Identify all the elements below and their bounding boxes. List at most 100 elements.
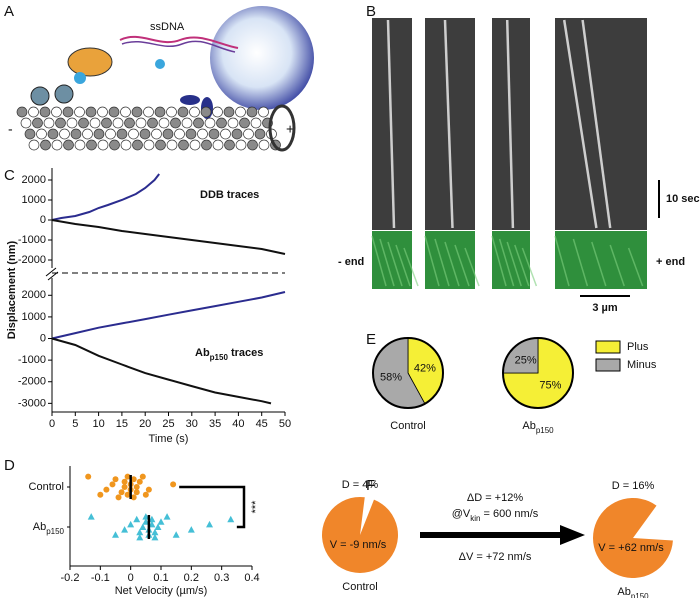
kymo-streak [454, 244, 470, 287]
arrow-label-part: kin [470, 514, 480, 523]
axis-break-mark [45, 267, 59, 281]
kymo-streak [464, 247, 480, 287]
motor-part [74, 72, 86, 84]
tubulin [124, 117, 135, 129]
x-tick-label: 5 [72, 418, 78, 430]
tubulin [109, 139, 120, 151]
tubulin [243, 128, 254, 140]
arrow-label-part: ΔV = +72 nm/s [459, 551, 532, 563]
y-tick-label: -3000 [18, 397, 46, 409]
tubulin [250, 117, 262, 129]
x-tick-label: 50 [279, 418, 291, 430]
tubulin [86, 139, 97, 151]
y-tick-label: 0 [40, 214, 46, 226]
x-tick-label: 25 [162, 418, 174, 430]
trace [51, 173, 160, 221]
point [151, 528, 159, 536]
motor [67, 47, 113, 77]
significance-bracket [179, 485, 246, 529]
arrow-label: ΔD = +12% [467, 492, 523, 504]
y-tick-label: 1000 [22, 194, 46, 206]
trace [51, 219, 286, 255]
pie-label-part: p150 [631, 592, 649, 598]
panel-label: D [4, 457, 15, 474]
kymo-streak [521, 247, 538, 287]
kymographs [371, 18, 647, 289]
pie-label: Abp150 [522, 420, 554, 435]
y-axis-label: Displacement (nm) [6, 240, 18, 339]
pie-body [322, 497, 399, 573]
pie-outline [502, 337, 574, 409]
point [112, 476, 119, 483]
tubulin [28, 106, 39, 118]
point [145, 486, 152, 493]
legend-swatch [595, 340, 621, 354]
point [121, 478, 128, 485]
dna [121, 40, 236, 53]
point [157, 518, 165, 525]
tubulin [128, 128, 139, 140]
trace [51, 291, 286, 340]
y-tick-label: -2000 [18, 254, 46, 266]
arrow-label-part: = 600 nm/s [480, 508, 538, 520]
tubulin [166, 139, 178, 151]
point [115, 494, 122, 501]
x-tick-label: 15 [116, 418, 128, 430]
motor-head [30, 86, 50, 106]
tubulin [239, 117, 250, 129]
point [121, 484, 128, 490]
x-tick-label: 0 [49, 418, 55, 430]
tubulin [235, 139, 247, 151]
tubulin [51, 106, 62, 118]
x-tick-label: 0.4 [244, 572, 259, 584]
tubulin [16, 106, 28, 118]
tubulin [43, 117, 55, 129]
tubulin [178, 139, 189, 151]
tubulin [85, 106, 97, 118]
point [148, 515, 156, 523]
pie-label-part: p150 [536, 426, 554, 435]
point [112, 531, 119, 538]
tubulin [120, 139, 132, 151]
category-text: Ab [33, 521, 46, 533]
point [103, 486, 110, 493]
trace-label: Abp150 traces [195, 347, 263, 362]
legend-label: Plus [627, 341, 649, 353]
kymo-track [562, 19, 598, 229]
kymo-streak [506, 241, 522, 287]
end-label: + end [656, 256, 685, 268]
point [85, 473, 92, 480]
tubulin [155, 139, 166, 151]
pie-outline [372, 337, 444, 409]
tubulin [254, 128, 266, 140]
point [142, 518, 150, 525]
point [87, 513, 95, 520]
tubulin [97, 139, 109, 151]
tubulin [55, 117, 66, 129]
point [148, 520, 156, 528]
x-tick-label: 0 [128, 572, 134, 584]
tubulin [66, 117, 78, 129]
tubulin [212, 106, 223, 118]
x-tick-label: 35 [209, 418, 221, 430]
tubulin [216, 117, 227, 129]
point [151, 533, 159, 541]
tubulin [170, 117, 181, 129]
tubulin [112, 117, 124, 129]
panel-label: F [366, 477, 375, 494]
trace-label-part: p150 [210, 353, 229, 362]
x-axis-label: Net Velocity (µm/s) [115, 585, 208, 597]
tubulin [108, 106, 120, 118]
tubulin [177, 106, 189, 118]
point [163, 513, 171, 520]
tubulin [40, 139, 51, 151]
tubulin [201, 139, 212, 151]
tubulin [32, 117, 43, 129]
y-tick-label: -1000 [18, 234, 46, 246]
x-tick-label: 40 [232, 418, 244, 430]
pie-label-part: Ab [522, 420, 535, 432]
point [97, 491, 104, 498]
point [130, 476, 137, 483]
tubulin [47, 128, 59, 140]
tubulin [82, 128, 93, 140]
